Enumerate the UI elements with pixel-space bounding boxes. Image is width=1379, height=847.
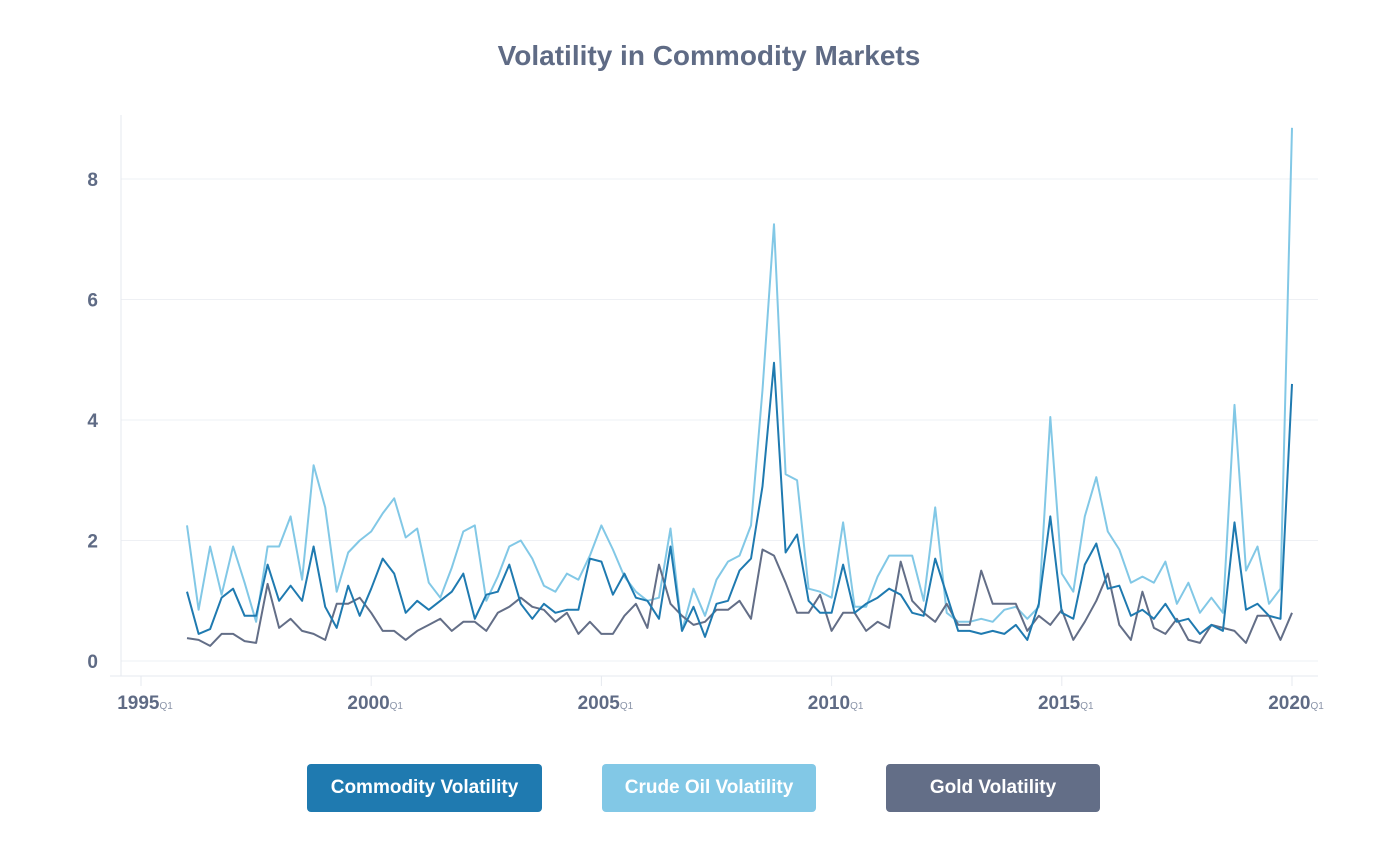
x-tick-label-2010: 2010Q1 — [808, 693, 864, 714]
legend: Commodity Volatility Crude Oil Volatilit… — [0, 764, 1379, 812]
x-tick-year: 2010 — [808, 693, 850, 714]
x-tick-quarter: Q1 — [1080, 701, 1094, 712]
x-tick-label-2020: 2020Q1 — [1268, 693, 1324, 714]
x-tick-quarter: Q1 — [1310, 701, 1324, 712]
legend-gold-volatility[interactable]: Gold Volatility — [886, 764, 1100, 812]
x-tick-label-1995: 1995Q1 — [117, 693, 173, 714]
axes — [110, 115, 1318, 677]
x-tick-year: 2020 — [1268, 693, 1310, 714]
x-tick-quarter: Q1 — [390, 701, 404, 712]
y-tick-label-6: 6 — [87, 291, 98, 312]
x-tick-label-2015: 2015Q1 — [1038, 693, 1094, 714]
y-tick-label-4: 4 — [87, 411, 98, 432]
x-tick-year: 2005 — [578, 693, 621, 714]
legend-crude-oil-volatility[interactable]: Crude Oil Volatility — [602, 764, 816, 812]
x-tick-year: 1995 — [117, 693, 160, 714]
x-tick-quarter: Q1 — [620, 701, 634, 712]
y-tick-labels: 0 2 4 6 8 — [87, 170, 98, 673]
y-tick-label-0: 0 — [87, 652, 98, 673]
x-tick-quarter: Q1 — [159, 701, 173, 712]
y-tick-label-8: 8 — [87, 170, 98, 191]
series-lines — [186, 127, 1293, 647]
series-line-gold-volatility — [186, 548, 1293, 647]
x-tick-label-2000: 2000Q1 — [347, 693, 403, 714]
y-tick-label-2: 2 — [87, 532, 98, 553]
legend-commodity-volatility[interactable]: Commodity Volatility — [307, 764, 542, 812]
series-line-commodity-volatility — [186, 361, 1293, 641]
x-tick-year: 2000 — [347, 693, 389, 714]
series-line-crude-oil-volatility — [186, 127, 1293, 632]
x-tick-label-2005: 2005Q1 — [578, 693, 634, 714]
chart-title: Volatility in Commodity Markets — [497, 40, 921, 71]
x-tick-year: 2015 — [1038, 693, 1081, 714]
gridlines — [121, 178, 1318, 686]
x-tick-labels: 1995Q1 2000Q1 2005Q1 2010Q1 2015Q1 2020Q1 — [117, 693, 1324, 714]
x-tick-quarter: Q1 — [850, 701, 864, 712]
